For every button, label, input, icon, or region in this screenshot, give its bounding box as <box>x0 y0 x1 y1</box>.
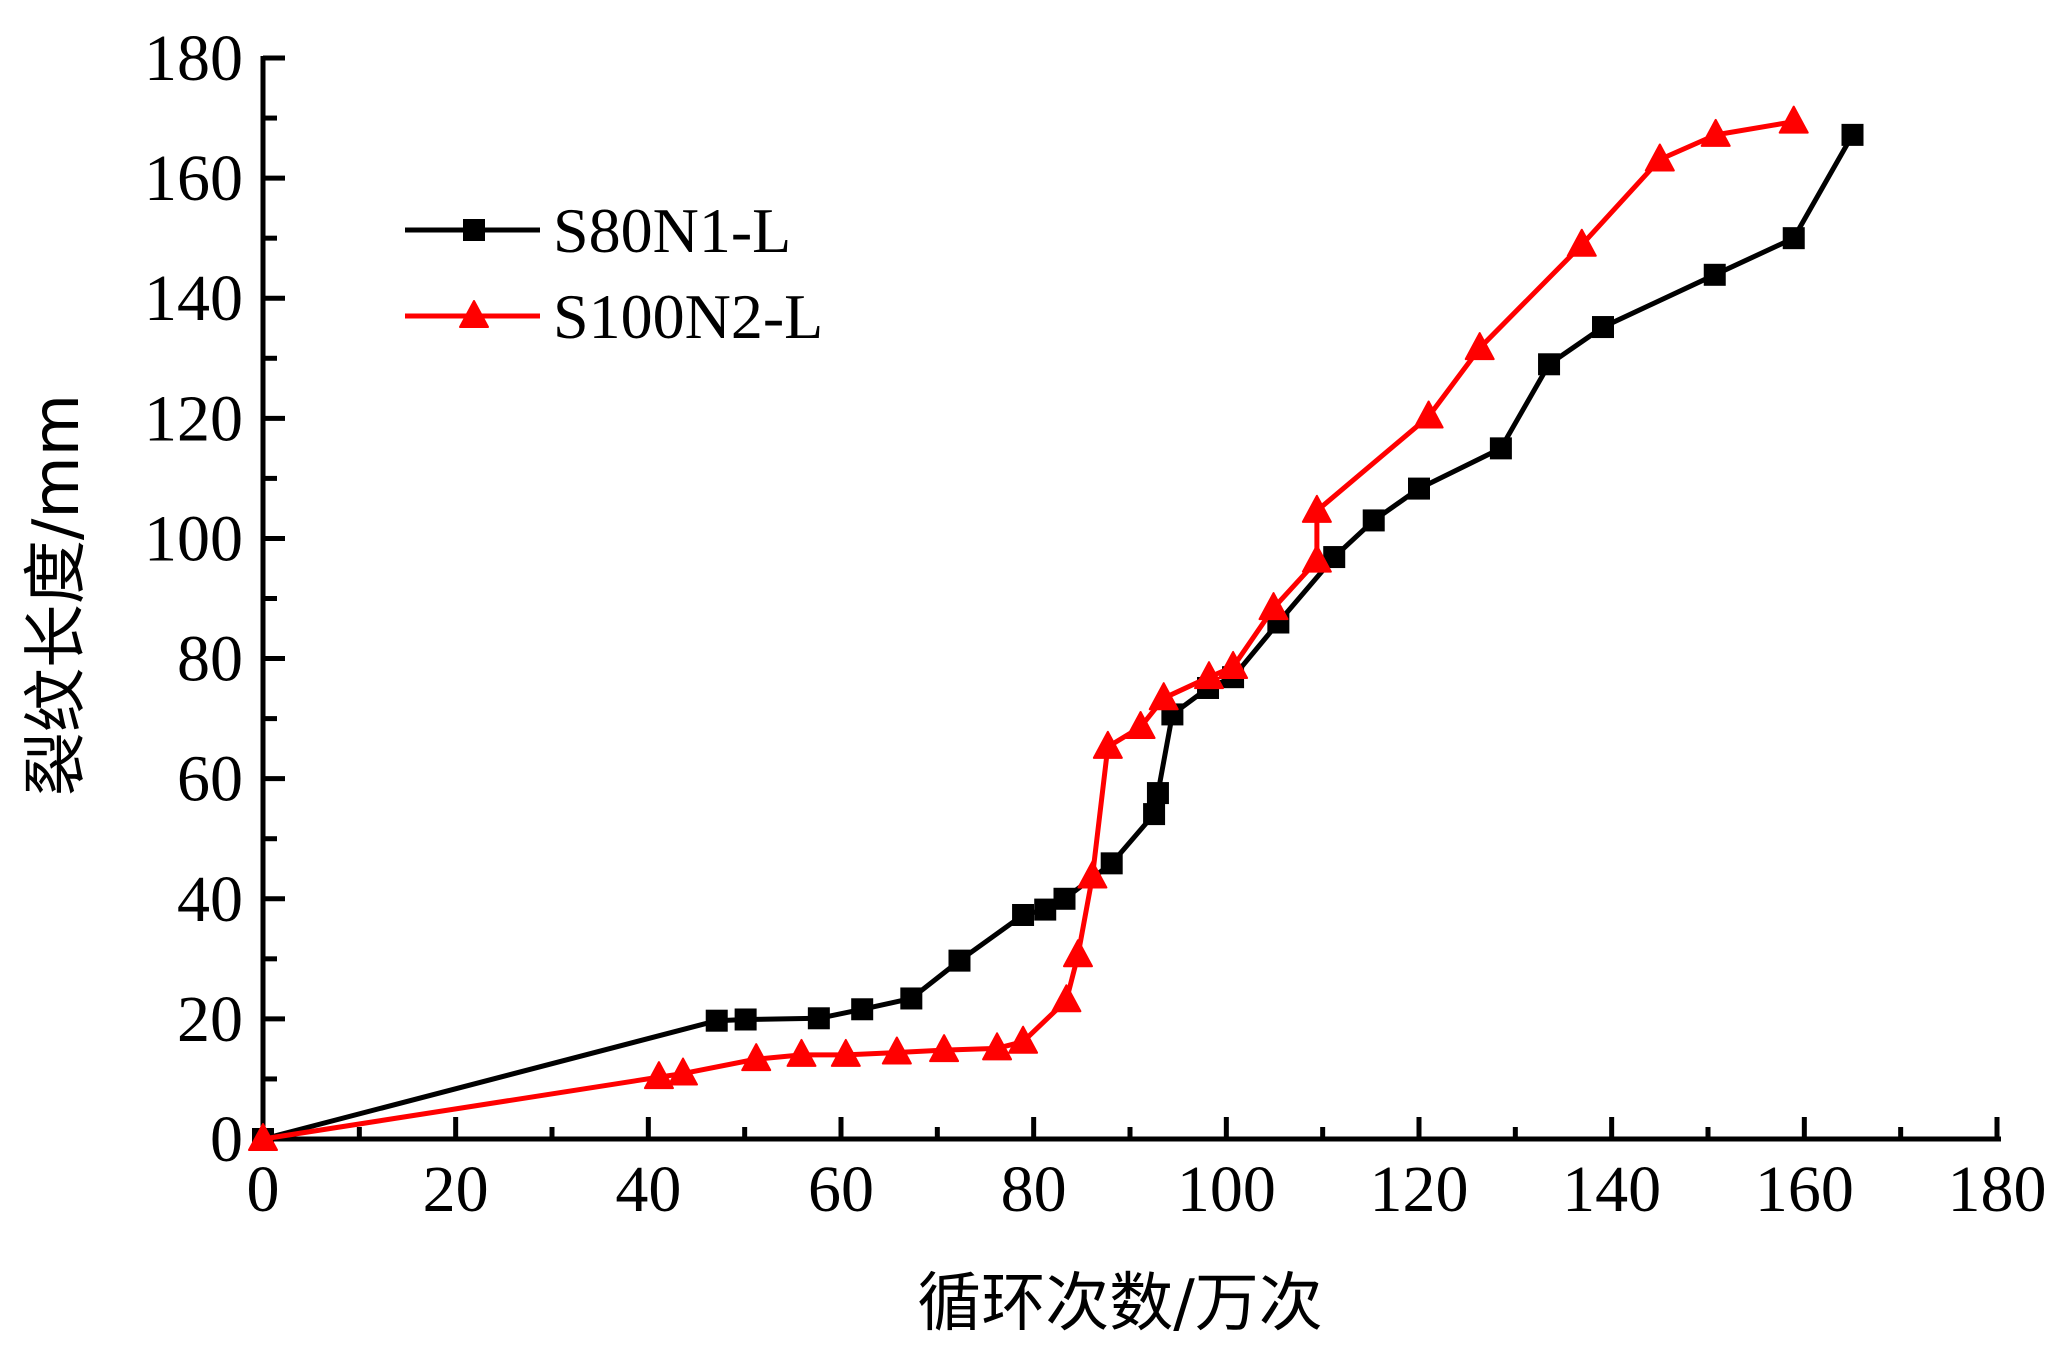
y-tick-label: 180 <box>144 22 243 95</box>
data-point <box>1301 494 1332 523</box>
data-point <box>1489 437 1512 460</box>
x-tick-label: 40 <box>615 1153 681 1226</box>
x-tick-label: 160 <box>1755 1153 1854 1226</box>
data-point <box>1408 477 1430 500</box>
data-point <box>1146 782 1169 805</box>
data-point <box>1008 1025 1039 1054</box>
legend-item: S100N2-L <box>405 281 823 352</box>
data-point <box>1034 898 1057 921</box>
data-point <box>1778 105 1809 134</box>
data-point <box>1258 592 1289 621</box>
data-point <box>1193 661 1224 690</box>
data-point <box>1053 887 1076 910</box>
data-point <box>1700 118 1731 147</box>
data-point <box>1012 903 1035 926</box>
data-point <box>1218 650 1249 679</box>
data-point <box>1125 711 1156 740</box>
x-tick-label: 140 <box>1562 1153 1661 1226</box>
series-s80n1-l <box>252 123 1864 1150</box>
data-point <box>643 1061 674 1090</box>
series-line <box>262 133 1855 1142</box>
axes: 0 20 40 60 80 100 120 140 160 180 0 20 40 60 80 100 120 1… <box>144 22 2047 1226</box>
data-point <box>851 998 874 1021</box>
data-point <box>1703 263 1726 286</box>
data-point <box>1413 400 1444 429</box>
x-tick-label: 20 <box>423 1153 489 1226</box>
data-point <box>1092 730 1123 759</box>
data-point <box>1301 544 1332 573</box>
x-tick-label: 100 <box>1177 1153 1276 1226</box>
data-point <box>786 1038 817 1067</box>
y-tick-label: 80 <box>177 623 243 696</box>
x-tick-label: 80 <box>1001 1153 1067 1226</box>
data-point <box>1143 803 1166 826</box>
y-tick-label: 100 <box>144 502 243 575</box>
y-tick-label: 160 <box>144 142 243 215</box>
data-point <box>900 987 923 1010</box>
data-point <box>1782 227 1805 250</box>
data-point <box>1464 332 1495 361</box>
data-point <box>248 1123 278 1151</box>
legend: S80N1-L S100N2-L <box>405 195 823 352</box>
legend-marker <box>463 219 485 241</box>
x-tick-label: 120 <box>1370 1153 1469 1226</box>
data-point <box>1323 546 1346 569</box>
y-tick-label: 120 <box>144 382 243 455</box>
y-tick-label: 0 <box>210 1103 243 1176</box>
series-s100n2-l <box>248 105 1809 1151</box>
data-point <box>1062 939 1093 968</box>
data-point <box>830 1038 861 1067</box>
data-point <box>982 1032 1013 1061</box>
x-axis-title: 循环次数/万次 <box>917 1267 1323 1341</box>
data-point <box>1051 984 1082 1013</box>
legend-marker <box>459 300 489 328</box>
y-tick-label: 140 <box>144 262 243 335</box>
data-point <box>734 1008 757 1031</box>
data-point <box>1148 682 1179 711</box>
data-point <box>741 1043 772 1072</box>
data-point <box>1538 353 1561 376</box>
legend-label: S80N1-L <box>553 195 791 266</box>
y-tick-label: 20 <box>177 983 243 1056</box>
legend-label: S100N2-L <box>553 281 823 352</box>
legend-item: S80N1-L <box>405 195 791 266</box>
data-point <box>1077 860 1108 889</box>
data-point <box>1362 509 1385 532</box>
data-point <box>705 1009 728 1032</box>
data-point <box>881 1036 912 1065</box>
data-point <box>1644 143 1675 172</box>
data-point <box>948 949 971 972</box>
data-point <box>1566 228 1597 257</box>
data-point <box>1841 123 1864 146</box>
data-point <box>929 1034 960 1063</box>
data-point <box>668 1057 699 1086</box>
y-tick-label: 60 <box>177 743 243 816</box>
data-point <box>1100 852 1123 875</box>
data-point <box>807 1007 830 1030</box>
y-axis-title: 裂纹长度/mm <box>20 394 94 796</box>
series-layer <box>248 105 1864 1151</box>
data-point <box>1591 316 1614 339</box>
x-tick-label: 60 <box>808 1153 874 1226</box>
y-tick-label: 40 <box>177 863 243 936</box>
x-tick-label: 0 <box>247 1153 280 1226</box>
series-line <box>262 119 1795 1142</box>
x-tick-label: 180 <box>1948 1153 2047 1226</box>
